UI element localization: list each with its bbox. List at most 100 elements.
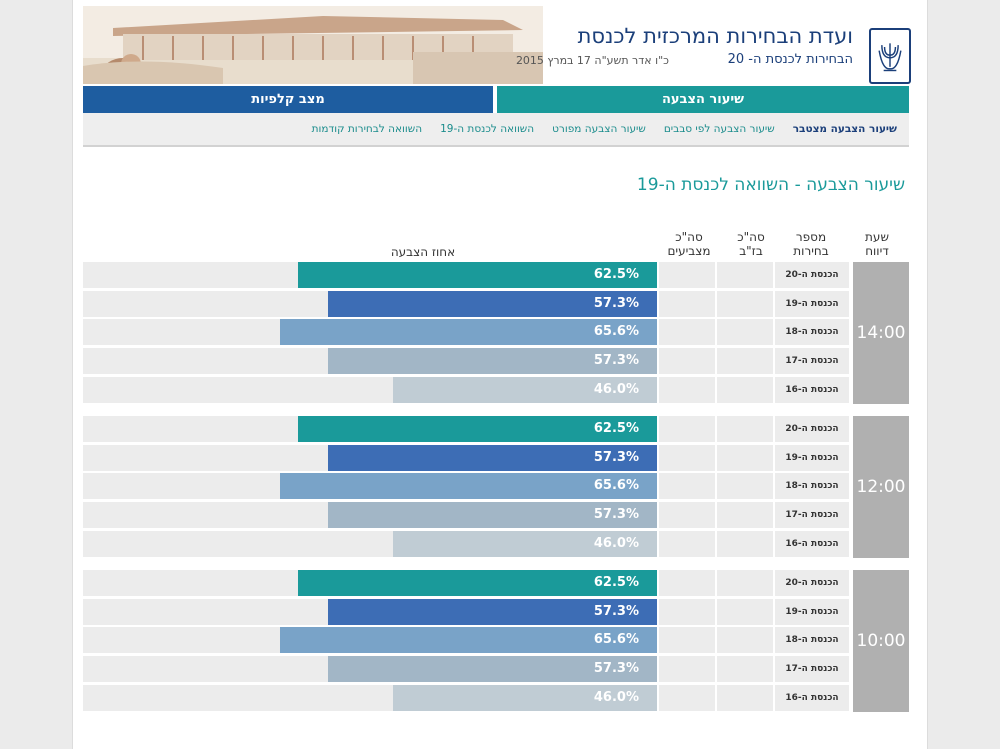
bz-cell [717, 291, 773, 317]
percent-cell: 62.5% [83, 570, 657, 596]
subnav-cumulative[interactable]: שיעור הצבעה מצטבר [792, 123, 897, 135]
turnout-bar: 57.3% [328, 445, 657, 471]
table-row: הכנסת ה-18 65.6% [83, 319, 849, 345]
election-name: הכנסת ה-20 [775, 570, 849, 596]
bz-cell [717, 531, 773, 557]
turnout-value-label: 57.3% [593, 661, 639, 676]
main-tabs: שיעור הצבעה מצב קלפיות [83, 86, 909, 113]
bz-cell [717, 685, 773, 711]
percent-cell: 62.5% [83, 262, 657, 288]
election-name: הכנסת ה-18 [775, 473, 849, 499]
subnav-by-rounds[interactable]: שיעור הצבעה לפי סבבים [663, 123, 775, 135]
report-hour: 14:00 [853, 262, 909, 404]
election-name: הכנסת ה-19 [775, 291, 849, 317]
turnout-bar: 62.5% [298, 416, 657, 442]
election-name: הכנסת ה-20 [775, 416, 849, 442]
turnout-value-label: 62.5% [593, 267, 639, 282]
election-name: הכנסת ה-19 [775, 599, 849, 625]
tab-turnout[interactable]: שיעור הצבעה [497, 86, 909, 113]
turnout-bar: 57.3% [328, 656, 657, 682]
table-row: הכנסת ה-17 57.3% [83, 502, 849, 528]
turnout-value-label: 46.0% [593, 536, 639, 551]
subnav-compare-previous[interactable]: השוואה לבחירות קודמות [311, 123, 423, 135]
table-row: הכנסת ה-19 57.3% [83, 445, 849, 471]
percent-cell: 65.6% [83, 319, 657, 345]
percent-cell: 62.5% [83, 416, 657, 442]
voters-cell [659, 627, 715, 653]
voters-cell [659, 348, 715, 374]
turnout-bar: 65.6% [280, 473, 657, 499]
turnout-value-label: 57.3% [593, 353, 639, 368]
table-row: הכנסת ה-17 57.3% [83, 656, 849, 682]
bz-cell [717, 502, 773, 528]
election-date: כ"ו אדר תשע"ה 17 במרץ 2015 [515, 54, 669, 67]
voters-cell [659, 262, 715, 288]
voters-cell [659, 599, 715, 625]
table-row: הכנסת ה-20 62.5% [83, 570, 849, 596]
percent-cell: 57.3% [83, 445, 657, 471]
percent-cell: 65.6% [83, 473, 657, 499]
voters-cell [659, 473, 715, 499]
election-subtitle: הבחירות לכנסת ה- 20 [727, 52, 853, 67]
table-row: הכנסת ה-18 65.6% [83, 627, 849, 653]
turnout-group: 12:00 הכנסת ה-20 62.5% הכנסת ה-19 57.3% הכנסת… [83, 416, 909, 558]
election-name: הכנסת ה-17 [775, 348, 849, 374]
election-name: הכנסת ה-17 [775, 502, 849, 528]
election-name: הכנסת ה-17 [775, 656, 849, 682]
percent-cell: 46.0% [83, 685, 657, 711]
turnout-group: 10:00 הכנסת ה-20 62.5% הכנסת ה-19 57.3% הכנסת… [83, 570, 909, 712]
election-name: הכנסת ה-16 [775, 377, 849, 403]
turnout-bar: 62.5% [298, 262, 657, 288]
table-row: הכנסת ה-16 46.0% [83, 685, 849, 711]
column-header-percent: אחוז הצבעה [390, 245, 456, 259]
turnout-group: 14:00 הכנסת ה-20 62.5% הכנסת ה-19 57.3% הכנסת… [83, 262, 909, 404]
election-name: הכנסת ה-18 [775, 319, 849, 345]
turnout-bar: 62.5% [298, 570, 657, 596]
voters-cell [659, 445, 715, 471]
turnout-value-label: 62.5% [593, 575, 639, 590]
percent-cell: 65.6% [83, 627, 657, 653]
bz-cell [717, 627, 773, 653]
turnout-value-label: 57.3% [593, 604, 639, 619]
section-title: שיעור הצבעה - השוואה לכנסת ה-19 [636, 175, 905, 195]
table-row: הכנסת ה-19 57.3% [83, 291, 849, 317]
turnout-value-label: 46.0% [593, 690, 639, 705]
turnout-value-label: 57.3% [593, 450, 639, 465]
tab-ballot-status[interactable]: מצב קלפיות [83, 86, 493, 113]
turnout-bar: 57.3% [328, 599, 657, 625]
bz-cell [717, 445, 773, 471]
table-row: הכנסת ה-17 57.3% [83, 348, 849, 374]
percent-cell: 57.3% [83, 656, 657, 682]
percent-cell: 57.3% [83, 291, 657, 317]
column-header-voters: סה"כ מצביעים [667, 230, 711, 258]
voters-cell [659, 570, 715, 596]
turnout-value-label: 62.5% [593, 421, 639, 436]
percent-cell: 46.0% [83, 531, 657, 557]
turnout-value-label: 65.6% [593, 324, 639, 339]
turnout-value-label: 65.6% [593, 478, 639, 493]
turnout-bar: 57.3% [328, 502, 657, 528]
bz-cell [717, 416, 773, 442]
site-title: ועדת הבחירות המרכזית לכנסת [577, 24, 853, 48]
voters-cell [659, 685, 715, 711]
subnav-detailed[interactable]: שיעור הצבעה מפורט [552, 123, 646, 135]
voters-cell [659, 377, 715, 403]
election-name: הכנסת ה-20 [775, 262, 849, 288]
sub-navigation: שיעור הצבעה מצטבר שיעור הצבעה לפי סבבים … [83, 113, 909, 147]
turnout-value-label: 46.0% [593, 382, 639, 397]
subnav-compare-19[interactable]: השוואה לכנסת ה-19 [440, 123, 535, 135]
percent-cell: 57.3% [83, 348, 657, 374]
voters-cell [659, 531, 715, 557]
bz-cell [717, 319, 773, 345]
voters-cell [659, 291, 715, 317]
turnout-value-label: 57.3% [593, 507, 639, 522]
election-name: הכנסת ה-18 [775, 627, 849, 653]
turnout-bar: 46.0% [393, 377, 657, 403]
turnout-bar: 65.6% [280, 319, 657, 345]
bz-cell [717, 348, 773, 374]
bz-cell [717, 599, 773, 625]
state-emblem-icon [869, 28, 911, 84]
bz-cell [717, 656, 773, 682]
percent-cell: 46.0% [83, 377, 657, 403]
table-row: הכנסת ה-19 57.3% [83, 599, 849, 625]
